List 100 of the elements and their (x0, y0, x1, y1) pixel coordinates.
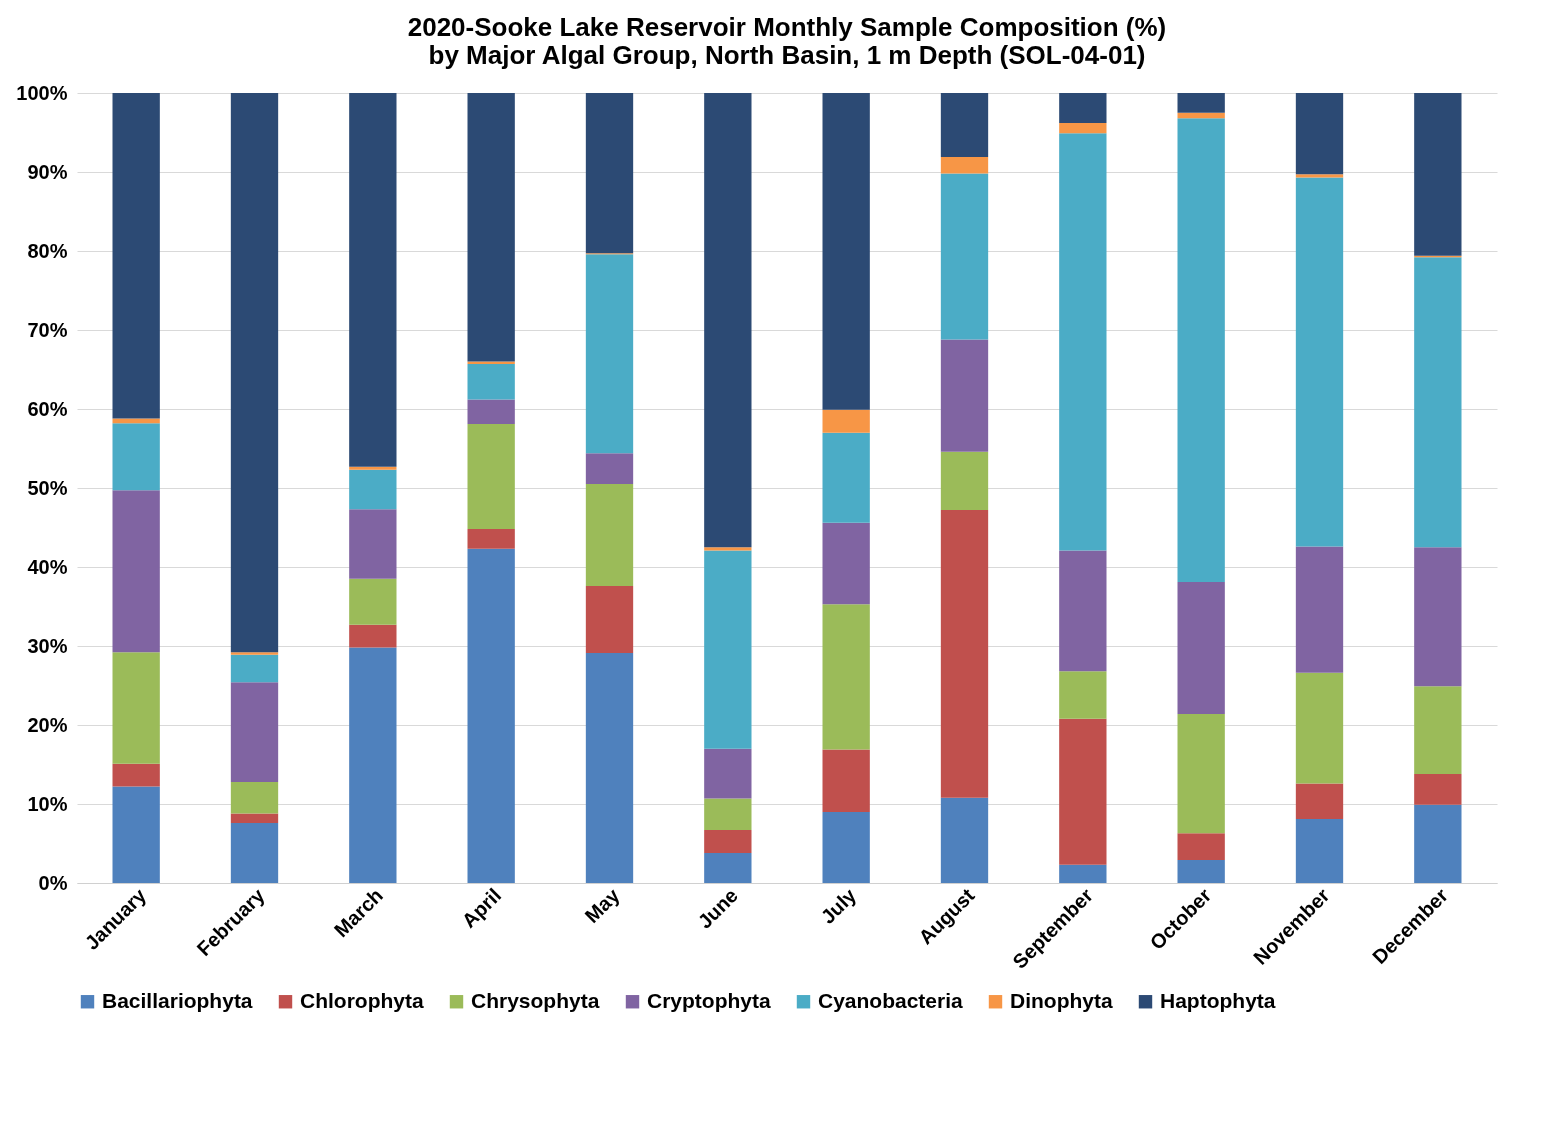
bar (1295, 783, 1344, 820)
bar (467, 363, 515, 400)
bar (585, 93, 634, 254)
bar (230, 93, 279, 653)
bar (230, 652, 279, 655)
bar (349, 647, 397, 883)
bar (1295, 177, 1344, 547)
bar (585, 254, 634, 454)
y-tick-label: 70% (27, 318, 68, 341)
bar (822, 604, 870, 750)
bar (1414, 547, 1462, 687)
bar (1414, 93, 1462, 256)
chart-title: 2020-Sooke Lake Reservoir Monthly Sample Composition (%) by Major Algal Group, North Basin, 1 m Depth (SOL-04-01) (407, 12, 1167, 70)
bar (704, 830, 752, 853)
legend-label: Haptophyta (1160, 988, 1276, 1012)
bar (1295, 819, 1344, 883)
bar (1295, 546, 1344, 673)
bar (112, 652, 160, 764)
x-tick-label: May (580, 883, 625, 928)
bar (585, 453, 634, 485)
bar (704, 93, 752, 548)
bar (112, 490, 160, 653)
bar (349, 469, 397, 510)
bar (230, 654, 279, 683)
bar (940, 797, 989, 883)
y-tick-label: 50% (27, 476, 68, 499)
legend-label: Cryptophyta (647, 988, 771, 1012)
bar (704, 547, 752, 551)
bar (1177, 582, 1225, 714)
y-tick-label: 30% (27, 634, 68, 657)
bar (1295, 93, 1344, 175)
bar (940, 339, 989, 452)
bar (467, 548, 515, 883)
legend-label: Dinophyta (1010, 988, 1113, 1012)
bar (704, 748, 752, 799)
legend-label: Cyanobacteria (818, 988, 964, 1012)
y-tick-label: 60% (27, 397, 68, 420)
bar (1059, 550, 1107, 672)
bar (1177, 713, 1225, 834)
bar (1414, 773, 1462, 805)
bar (349, 624, 397, 648)
y-tick-label: 40% (27, 555, 68, 578)
bar (1414, 257, 1462, 548)
y-tick-label: 100% (16, 81, 68, 104)
bar (230, 781, 279, 814)
bar (467, 399, 515, 425)
bar (112, 418, 160, 424)
bar (349, 466, 397, 470)
bar (1177, 833, 1225, 861)
bar (1059, 93, 1107, 124)
bar (1295, 174, 1344, 178)
bar (1177, 860, 1225, 883)
bar (704, 550, 752, 749)
bar (585, 484, 634, 586)
bar (585, 585, 634, 654)
bar (112, 423, 160, 491)
bar (1059, 718, 1107, 865)
bar (112, 786, 160, 883)
bar (940, 510, 989, 798)
bar (822, 432, 870, 523)
legend-label: Chlorophyta (300, 988, 424, 1012)
bar (1414, 686, 1462, 774)
y-tick-label: 10% (27, 792, 68, 815)
bar (822, 811, 870, 883)
bar (1177, 118, 1225, 583)
bar (467, 529, 515, 549)
bar (349, 578, 397, 625)
bar (230, 822, 279, 883)
bar (112, 763, 160, 787)
y-tick-label: 80% (27, 239, 68, 262)
bar (940, 173, 989, 340)
legend-label: Chrysophyta (471, 988, 600, 1012)
bar (1059, 133, 1107, 551)
bar (112, 93, 160, 419)
bar (1295, 672, 1344, 784)
bar (822, 93, 870, 410)
bar (1414, 804, 1462, 883)
legend-label: Bacillariophyta (102, 988, 253, 1012)
bar (822, 409, 870, 433)
bar (230, 813, 279, 823)
bar (467, 424, 515, 530)
bar (585, 653, 634, 883)
bar (467, 93, 515, 362)
bar (349, 93, 397, 467)
bar (940, 93, 989, 157)
bar (230, 682, 279, 782)
bar (1177, 112, 1225, 119)
bar (822, 749, 870, 812)
bar (704, 852, 752, 883)
bar (704, 798, 752, 831)
bar (349, 509, 397, 579)
y-tick-label: 90% (27, 160, 68, 183)
bar (1059, 671, 1107, 719)
bar (1059, 864, 1107, 883)
bar (940, 451, 989, 511)
y-tick-label: 0% (38, 871, 68, 894)
bar (1059, 123, 1107, 134)
bar (822, 522, 870, 605)
bar (1177, 93, 1225, 113)
y-tick-label: 20% (27, 713, 68, 736)
